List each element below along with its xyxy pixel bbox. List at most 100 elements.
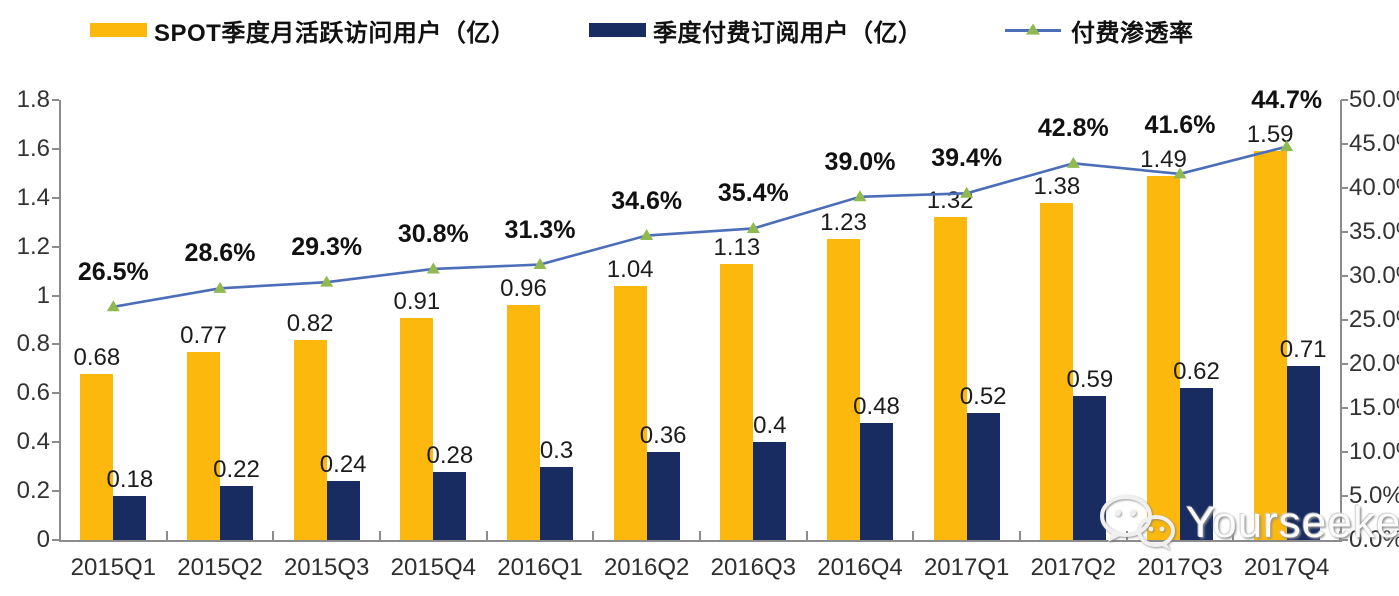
bar-subscribers-2016Q2 [646,452,680,540]
legend-label-subscribers: 季度付费订阅用户（亿） [653,19,923,47]
y-axis-left-label: 1.4 [16,183,50,211]
bar-subscribers-2016Q3 [753,442,787,540]
label-subscribers-2017Q1: 0.52 [959,382,1007,410]
x-axis-tick [1125,531,1128,540]
label-subscribers-2015Q3: 0.24 [319,451,367,479]
label-mau-2015Q2: 0.77 [180,321,227,349]
bar-subscribers-2017Q1 [966,412,1000,540]
x-axis-label-2017Q3: 2017Q3 [1137,554,1223,581]
legend-line-marker [1005,23,1061,35]
label-subscribers-2017Q2: 0.59 [1066,365,1114,393]
label-penetration-2017Q4: 44.7% [1251,86,1323,115]
y-axis-left-tick [52,490,59,493]
x-axis-tick [59,531,61,540]
bar-mau-2016Q2 [613,285,647,540]
y-axis-left-tick [52,99,59,101]
triangle-marker-2015Q2 [213,281,227,293]
label-mau-2016Q2: 1.04 [606,255,654,283]
x-axis-tick [1339,531,1341,540]
label-mau-2017Q3: 1.49 [1140,145,1187,173]
triangle-marker-2015Q3 [320,275,334,287]
triangle-marker-2016Q1 [533,258,547,270]
label-penetration-2015Q2: 28.6% [184,239,256,268]
y-axis-left-tick [52,441,59,444]
y-axis-right-tick [1341,539,1348,541]
triangle-marker-2016Q3 [746,221,760,233]
y-axis-left-tick [52,147,59,150]
y-axis-right-label: 50.0% [1349,86,1399,113]
triangle-marker-2015Q4 [426,262,440,274]
y-axis-right-label: 40.0% [1349,174,1399,201]
y-axis-left-label: 1 [36,281,50,309]
y-axis-right-tick [1341,363,1348,365]
x-axis-tick [1019,531,1021,540]
y-axis-right [1339,100,1342,542]
bar-subscribers-2016Q1 [540,466,573,540]
bar-subscribers-2017Q4 [1286,366,1320,540]
legend-label-penetration: 付费渗透率 [1071,19,1194,47]
label-mau-2016Q3: 1.13 [713,233,761,261]
bar-mau-2015Q2 [187,351,220,540]
y-axis-left-label: 0.2 [16,477,50,505]
y-axis-right-label: 10.0% [1349,438,1399,465]
label-mau-2015Q3: 0.82 [286,309,334,337]
y-axis-right-tick [1341,275,1348,277]
label-penetration-2016Q1: 31.3% [504,215,576,244]
x-axis-tick [165,531,168,540]
label-subscribers-2017Q3: 0.62 [1173,358,1220,386]
bar-subscribers-2017Q2 [1073,395,1107,540]
y-axis-left-tick [52,294,59,297]
triangle-marker-2015Q1 [106,300,120,312]
x-axis-tick [592,531,595,540]
triangle-marker-2017Q2 [1066,156,1080,168]
legend-swatch-subscribers [589,23,646,37]
y-axis-right-tick [1341,231,1348,233]
label-penetration-2015Q1: 26.5% [77,257,149,286]
label-mau-2017Q2: 1.38 [1033,172,1081,200]
y-axis-left-label: 0.8 [16,330,50,358]
y-axis-right-label: 15.0% [1349,394,1399,421]
legend-swatch-mau [90,23,147,37]
label-mau-2016Q1: 0.96 [500,275,547,303]
bar-mau-2016Q4 [827,239,860,540]
label-penetration-2017Q1: 39.4% [931,144,1003,173]
label-penetration-2015Q4: 30.8% [397,219,469,248]
y-axis-right-label: 0.0% [1349,526,1399,553]
triangle-marker-2016Q2 [640,229,654,241]
y-axis-right-label: 45.0% [1349,130,1399,157]
label-mau-2016Q4: 1.23 [820,209,867,237]
bar-subscribers-2016Q4 [860,422,893,540]
y-axis-right-label: 35.0% [1349,218,1399,245]
legend-item-penetration: 付费渗透率 [1005,18,1194,47]
y-axis-left-tick [52,392,59,395]
legend-label-mau: SPOT季度月活跃访问用户（亿） [154,19,516,47]
x-axis-tick [912,531,915,540]
y-axis-right-tick [1341,99,1348,101]
x-axis-label-2015Q1: 2015Q1 [70,554,157,581]
label-mau-2015Q4: 0.91 [393,287,441,315]
bar-mau-2016Q1 [507,305,540,540]
label-subscribers-2016Q1: 0.3 [539,436,574,464]
bar-mau-2016Q3 [720,263,754,540]
label-mau-2017Q4: 1.59 [1246,121,1294,149]
y-axis-left-tick [52,343,59,346]
triangle-marker-icon [1026,23,1040,35]
x-axis-label-2016Q4: 2016Q4 [817,554,903,581]
y-axis-left-label: 0.4 [16,428,50,456]
y-axis-right-tick [1341,451,1348,453]
label-mau-2015Q1: 0.68 [73,343,121,371]
bar-subscribers-2017Q3 [1180,388,1213,540]
x-axis-tick [272,531,275,540]
x-axis-label-2016Q2: 2016Q2 [603,554,690,581]
y-axis-left [58,100,61,542]
x-axis-label-2015Q2: 2015Q2 [177,554,263,581]
label-penetration-2017Q3: 41.6% [1144,110,1216,139]
bar-subscribers-2015Q1 [113,496,147,540]
legend-item-mau: SPOT季度月活跃访问用户（亿） [90,18,515,47]
x-axis-tick [1232,531,1235,540]
label-subscribers-2016Q3: 0.4 [753,412,787,440]
x-axis-label-2017Q4: 2017Q4 [1243,554,1330,581]
x-axis-label-2016Q1: 2016Q1 [497,554,583,581]
bar-subscribers-2015Q2 [220,486,253,540]
